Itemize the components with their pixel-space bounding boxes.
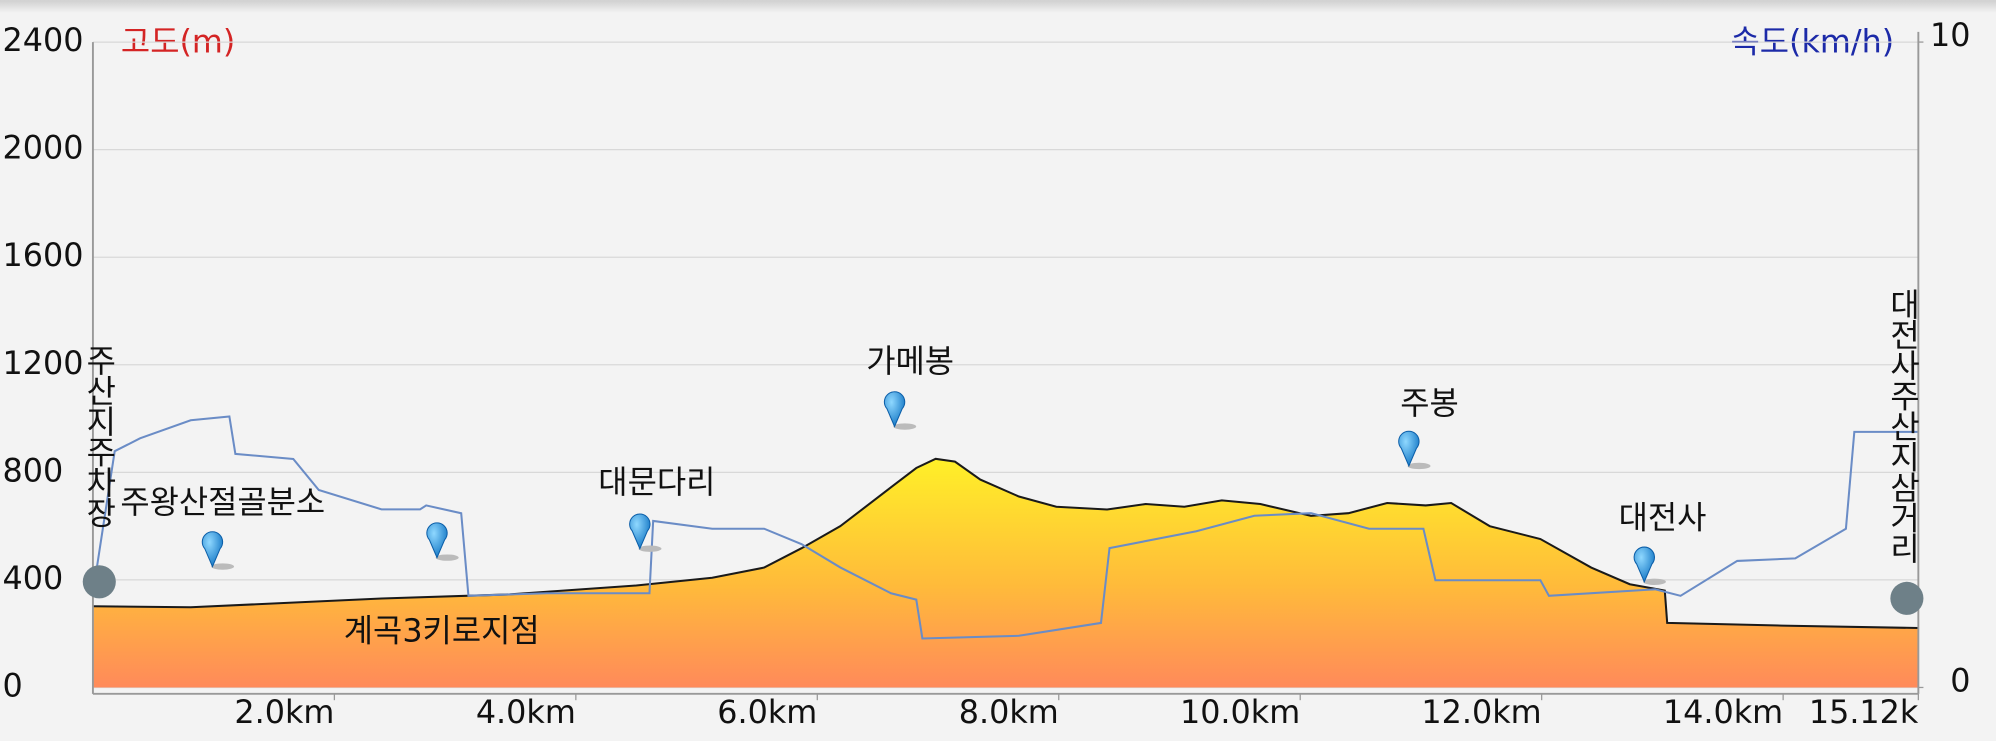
y2-tick-label: 10 xyxy=(1930,16,1970,54)
top-shadow xyxy=(0,0,1996,13)
waypoint-label: 대전사주산지삼거리 xyxy=(1884,288,1922,564)
pin-shadow xyxy=(1643,578,1666,585)
elevation-area xyxy=(92,458,1919,688)
x-tick-label: 4.0km xyxy=(476,693,576,731)
y-tick-label: 2000 xyxy=(3,129,84,167)
waypoint-label: 계곡3키로지점 xyxy=(344,612,540,650)
waypoint-label: 가메봉 xyxy=(866,342,954,380)
pin-body xyxy=(883,391,906,428)
pin-shadow xyxy=(211,563,235,570)
x-tick-label: 15.12k xyxy=(1809,693,1919,731)
waypoint-endpoint xyxy=(82,565,116,599)
y-tick-label: 1600 xyxy=(3,236,84,274)
y-tick-label: 800 xyxy=(3,451,64,489)
x-tick-label: 14.0km xyxy=(1663,693,1783,731)
waypoint-pin xyxy=(426,522,459,561)
x-tick-label: 12.0km xyxy=(1421,693,1541,731)
pin-body xyxy=(1398,430,1420,468)
x-tick-label: 6.0km xyxy=(717,693,817,731)
x-tick-label: 2.0km xyxy=(234,693,334,731)
x-tick-label: 10.0km xyxy=(1180,693,1300,731)
waypoint-pin xyxy=(629,513,662,552)
pin-shadow xyxy=(1407,462,1431,470)
pin-body xyxy=(426,522,448,559)
elevation-line xyxy=(92,457,1919,630)
waypoint-label: 주봉 xyxy=(1400,384,1459,422)
pin-shadow xyxy=(638,545,662,552)
y-tick-label: 1200 xyxy=(3,344,84,382)
waypoint-pin xyxy=(1633,546,1666,585)
waypoint-label: 대전사 xyxy=(1619,498,1707,536)
y2-axis-title: 속도(km/h) xyxy=(1731,22,1895,60)
waypoint-label: 주왕산절골분소 xyxy=(120,483,325,521)
pin-shadow xyxy=(893,423,917,430)
waypoint-pin xyxy=(883,391,917,430)
y-tick-label: 2400 xyxy=(3,21,84,59)
waypoint-pin xyxy=(1398,430,1431,470)
y-tick-label: 0 xyxy=(3,666,23,704)
waypoint-label: 대문다리 xyxy=(598,463,715,501)
pin-body xyxy=(629,513,651,551)
pin-body xyxy=(1633,546,1655,584)
pin-body xyxy=(201,531,224,568)
y-axis-title: 고도(m) xyxy=(121,22,235,60)
waypoint-endpoint xyxy=(1890,581,1924,615)
x-tick-label: 8.0km xyxy=(959,693,1059,731)
pin-shadow xyxy=(435,554,459,561)
y2-tick-label: 0 xyxy=(1950,661,1970,699)
y-tick-label: 400 xyxy=(3,559,64,597)
waypoint-pin xyxy=(201,531,235,570)
speed-line xyxy=(91,415,1919,640)
waypoint-label: 주산지주차장 xyxy=(80,344,118,528)
